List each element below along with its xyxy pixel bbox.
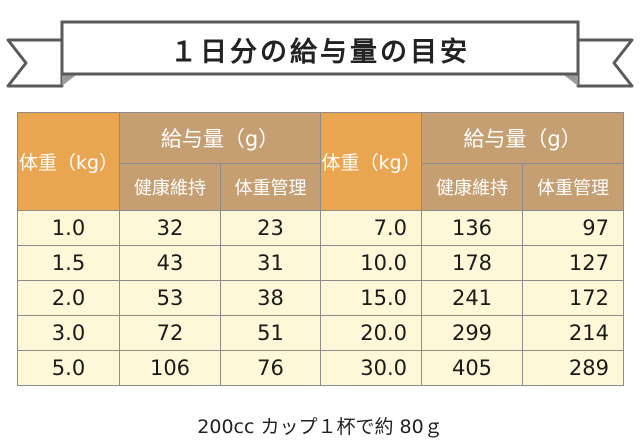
maintenance-cell: 299 [421, 315, 523, 351]
maintenance-cell: 241 [421, 280, 523, 316]
weight-cell: 7.0 [320, 210, 422, 246]
weight-cell: 1.5 [17, 245, 120, 281]
table-row: 2.0 53 38 15.0 241 172 [17, 280, 624, 316]
maintenance-cell: 106 [119, 350, 221, 386]
feeding-amount-table: 体重（kg） 給与量（g） 体重（kg） 給与量（g） 健康維持 体重管理 健康… [17, 112, 624, 386]
amount-header-right: 給与量（g） [421, 112, 624, 164]
weight-control-cell: 38 [220, 280, 321, 316]
weight-cell: 1.0 [17, 210, 120, 246]
weight-control-cell: 289 [522, 350, 624, 386]
maintenance-cell: 405 [421, 350, 523, 386]
weight-control-cell: 214 [522, 315, 624, 351]
weight-cell: 5.0 [17, 350, 120, 386]
amount-header-left: 給与量（g） [119, 112, 321, 164]
weight-cell: 15.0 [320, 280, 422, 316]
weight-cell: 30.0 [320, 350, 422, 386]
table-row: 5.0 106 76 30.0 405 289 [17, 350, 624, 386]
table-row: 1.5 43 31 10.0 178 127 [17, 245, 624, 281]
weight-cell: 3.0 [17, 315, 120, 351]
table-header-row: 体重（kg） 給与量（g） 体重（kg） 給与量（g） [17, 112, 624, 211]
maintenance-cell: 178 [421, 245, 523, 281]
maintenance-cell: 43 [119, 245, 221, 281]
weight-control-cell: 172 [522, 280, 624, 316]
subheader-weight-control-left: 体重管理 [220, 163, 321, 211]
ribbon-shape [6, 20, 634, 88]
weight-cell: 20.0 [320, 315, 422, 351]
weight-control-cell: 97 [522, 210, 624, 246]
weight-cell: 2.0 [17, 280, 120, 316]
weight-control-cell: 31 [220, 245, 321, 281]
cup-measure-note: 200cc カップ１杯で約 80ｇ [197, 416, 443, 438]
table-row: 1.0 32 23 7.0 136 97 [17, 210, 624, 246]
weight-control-cell: 76 [220, 350, 321, 386]
weight-control-cell: 23 [220, 210, 321, 246]
maintenance-cell: 32 [119, 210, 221, 246]
subheader-maintenance-left: 健康維持 [119, 163, 221, 211]
subheader-weight-control-right: 体重管理 [522, 163, 624, 211]
maintenance-cell: 72 [119, 315, 221, 351]
weight-control-cell: 51 [220, 315, 321, 351]
maintenance-cell: 136 [421, 210, 523, 246]
weight-header-right: 体重（kg） [320, 112, 422, 211]
table-subheader-row: 健康維持 体重管理 健康維持 体重管理 [18, 163, 624, 211]
subheader-maintenance-right: 健康維持 [421, 163, 523, 211]
weight-control-cell: 127 [522, 245, 624, 281]
table-row: 3.0 72 51 20.0 299 214 [17, 315, 624, 351]
title-ribbon: １日分の給与量の目安 [0, 0, 640, 100]
page-title: １日分の給与量の目安 [170, 36, 470, 68]
weight-cell: 10.0 [320, 245, 422, 281]
weight-header-left: 体重（kg） [17, 112, 120, 211]
maintenance-cell: 53 [119, 280, 221, 316]
